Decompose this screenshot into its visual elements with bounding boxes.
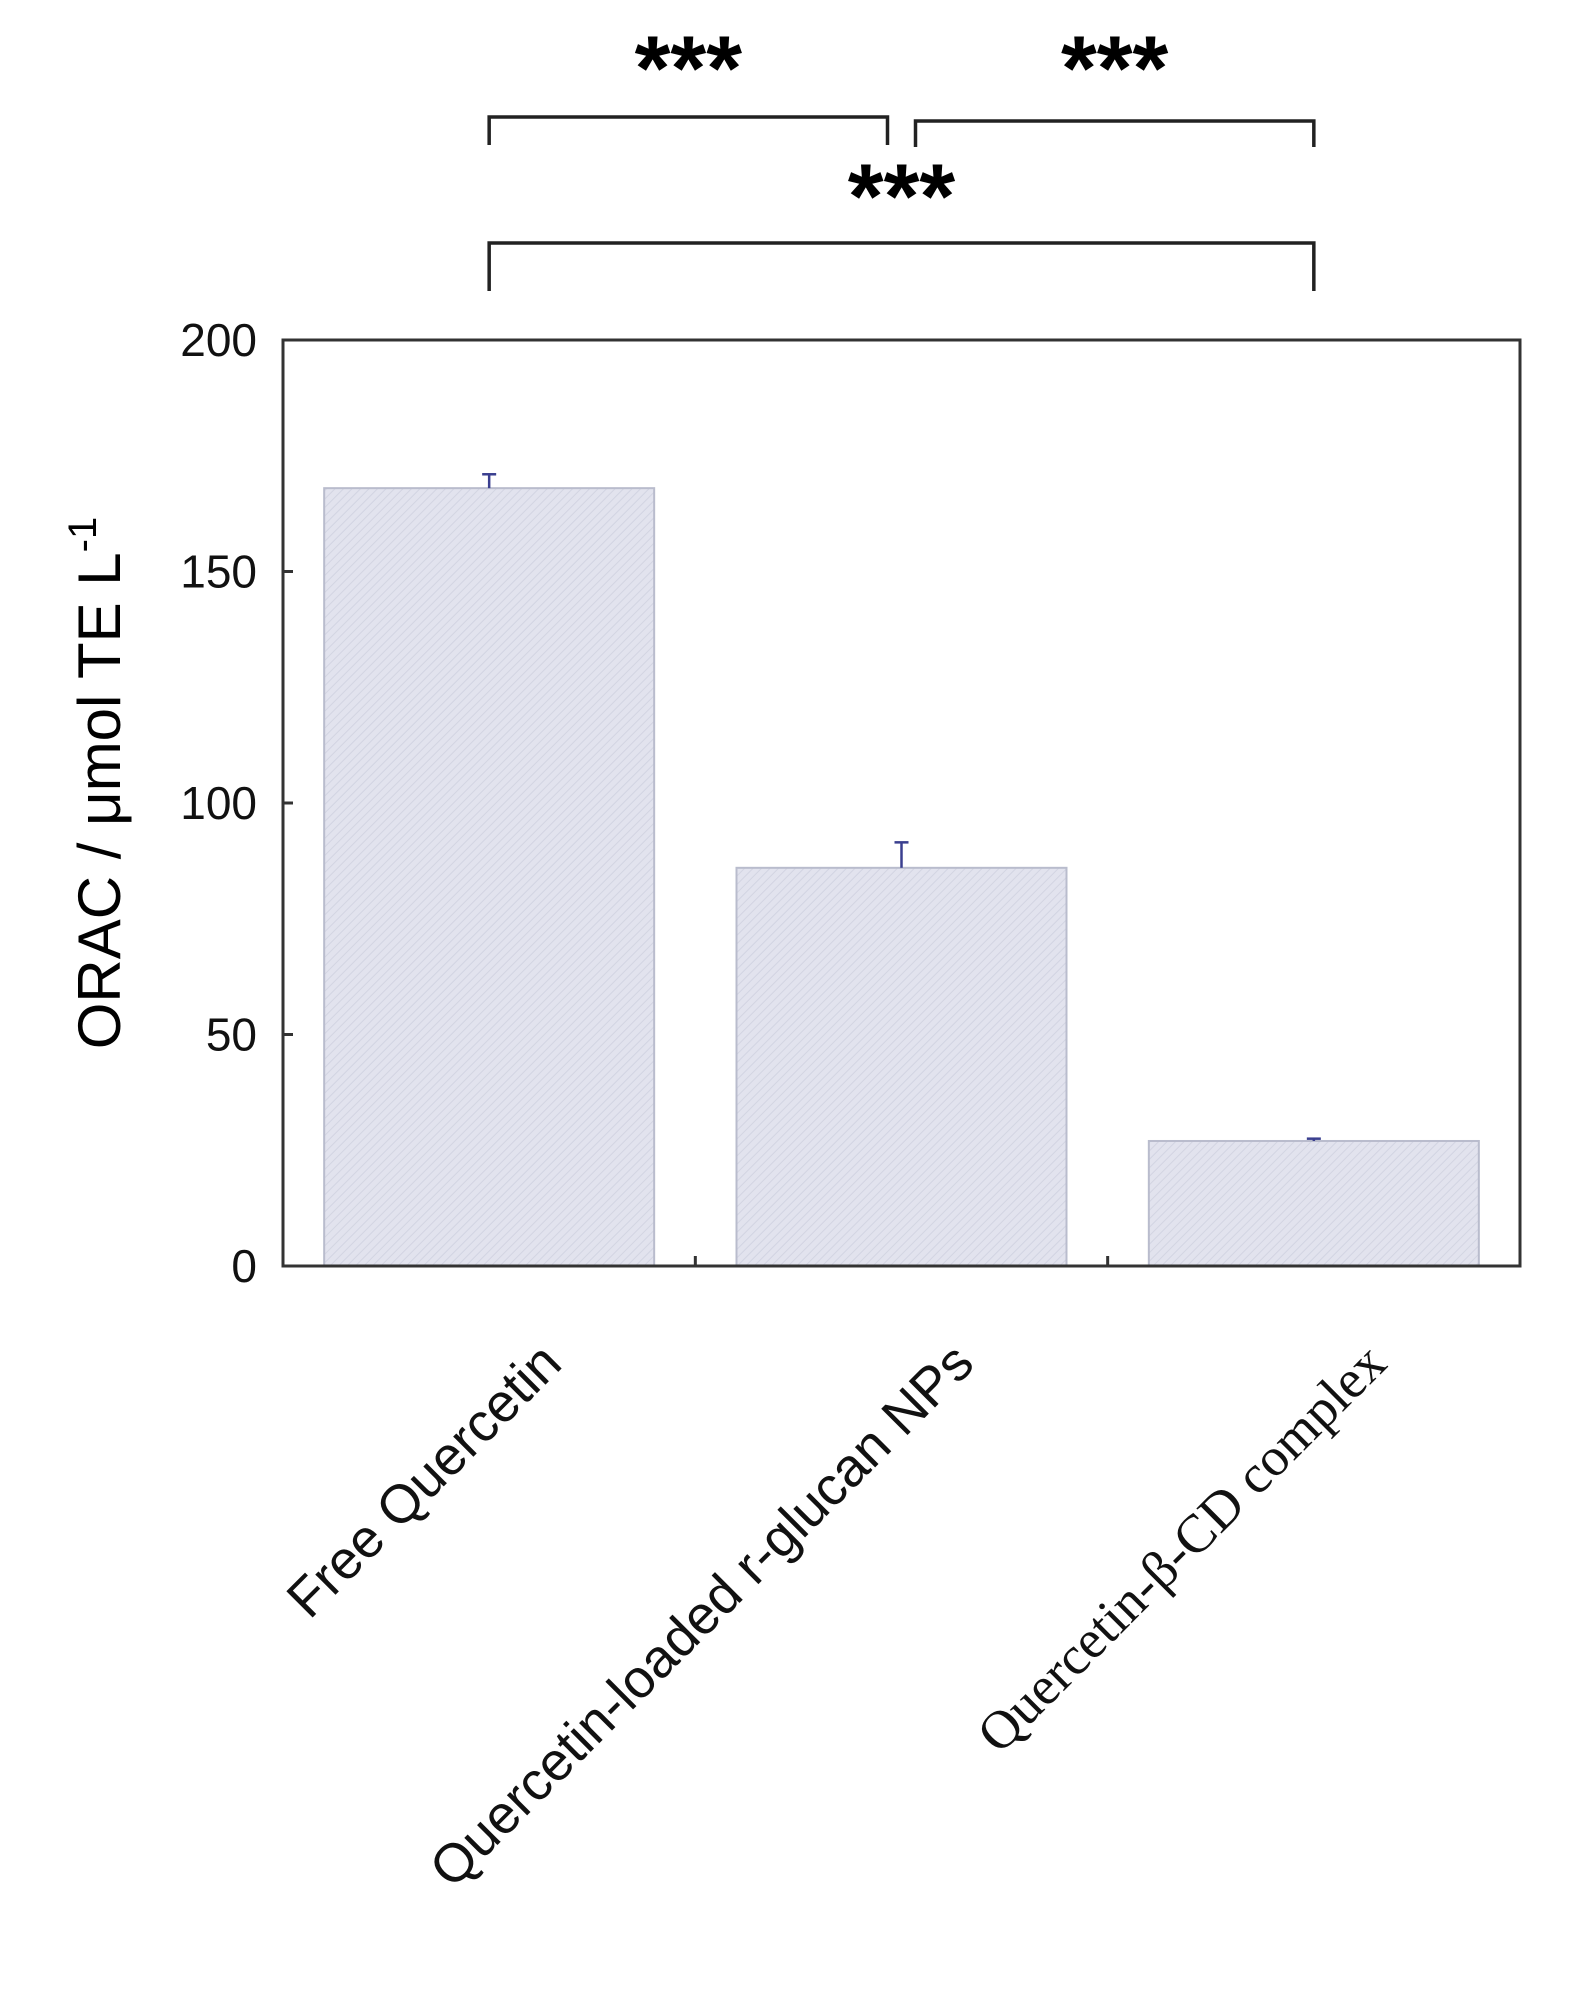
bars-layer <box>323 487 1480 1268</box>
significance-brackets: *** *** *** <box>487 18 1316 291</box>
category-label: Free Quercetin <box>276 1332 573 1629</box>
x-axis <box>693 1256 1110 1266</box>
error-bars-layer <box>482 473 1321 1141</box>
y-axis-label: ORAC / μmol TE L-1 <box>61 517 133 1049</box>
y-axis-label-main: ORAC / μmol TE L <box>66 552 133 1049</box>
y-tick-label: 200 <box>180 314 257 366</box>
y-axis-label-superscript: -1 <box>61 517 105 553</box>
significance-label: *** <box>848 146 956 248</box>
category-label: Quercetin-β-CD complex <box>965 1332 1397 1764</box>
significance-bracket <box>487 115 890 145</box>
y-tick-label: 100 <box>180 777 257 829</box>
significance-label: *** <box>1061 18 1169 120</box>
bar <box>1147 1139 1480 1267</box>
y-tick-label: 50 <box>206 1009 257 1061</box>
bar <box>323 487 656 1268</box>
category-labels: Free Quercetin Quercetin-loaded r-glucan… <box>276 1332 1398 1899</box>
y-axis: 0 50 100 150 200 <box>180 314 293 1292</box>
significance-bracket <box>487 241 1316 291</box>
y-tick-label: 150 <box>180 546 257 598</box>
bar <box>735 866 1068 1267</box>
significance-bracket <box>913 119 1316 147</box>
significance-label: *** <box>635 18 743 120</box>
y-tick-label: 0 <box>231 1240 257 1292</box>
